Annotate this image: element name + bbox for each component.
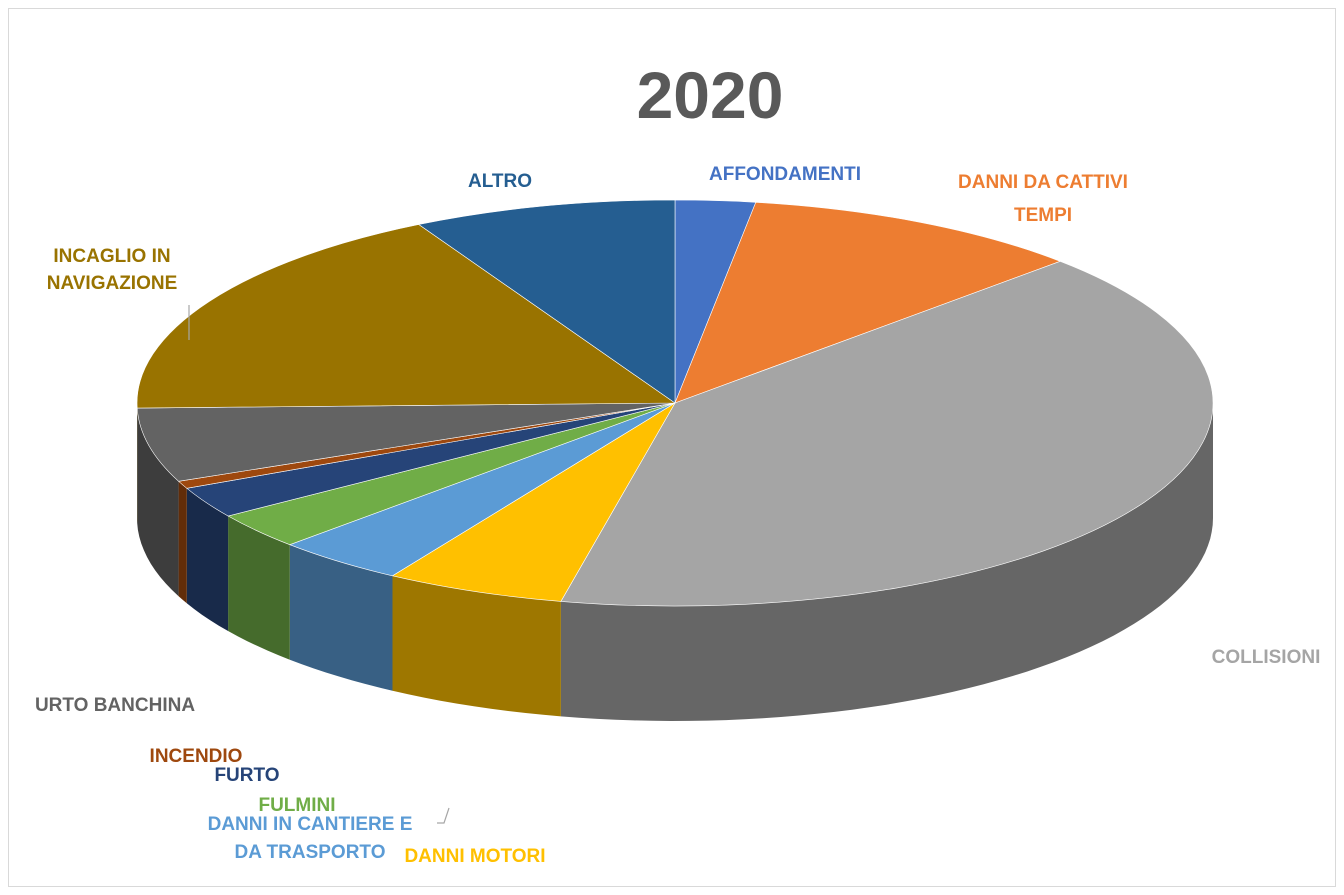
pie-side-urto-banchina — [137, 408, 179, 597]
slice-label-urto-banchina: URTO BANCHINA — [35, 695, 195, 716]
pie-slice-collisioni — [560, 260, 1214, 607]
slice-label-danni-motori: DANNI MOTORI — [404, 846, 545, 867]
pie-slice-danni-motori — [391, 402, 676, 602]
slice-label-fulmini: FULMINI — [258, 795, 335, 816]
pie-slice-urto-banchina — [136, 402, 676, 482]
slice-label-collisioni: COLLISIONI — [1212, 647, 1321, 668]
pie-side-furto — [186, 488, 229, 631]
slice-label-furto: FURTO — [214, 765, 279, 786]
pie-slice-incaglio-in-navigazione — [136, 224, 676, 409]
pie-side-collisioni — [560, 403, 1213, 721]
slice-label-affondamenti: AFFONDAMENTI — [709, 164, 861, 185]
slice-label-incaglio-in-navigazione: INCAGLIO IN NAVIGAZIONE — [47, 246, 178, 294]
pie-side-danni-motori — [392, 575, 561, 717]
pie-side-danni-in-cantiere-e-da-trasporto — [289, 544, 393, 691]
slice-label-altro: ALTRO — [468, 171, 532, 192]
slice-label-incendio: INCENDIO — [150, 746, 243, 767]
leader-line — [437, 807, 450, 824]
slice-labels: AFFONDAMENTI DANNI DA CATTIVI TEMPI COLLISI… — [35, 164, 1320, 867]
chart-title: 2020 — [637, 58, 784, 132]
leader-lines — [188, 305, 450, 824]
pie-slice-danni-da-cattivi-tempi — [674, 201, 1062, 404]
pie-side-fulmini — [228, 516, 290, 660]
pie-slice-altro — [418, 199, 676, 404]
pie-side-incendio — [178, 481, 187, 604]
slice-label-danni-da-cattivi-tempi: DANNI DA CATTIVI TEMPI — [958, 172, 1128, 226]
pie-slices — [136, 199, 1214, 607]
slice-label-danni-in-cantiere-e-da-trasporto: DANNI IN CANTIERE E DA TRASPORTO — [208, 814, 413, 863]
pie-side-walls — [137, 403, 1213, 721]
